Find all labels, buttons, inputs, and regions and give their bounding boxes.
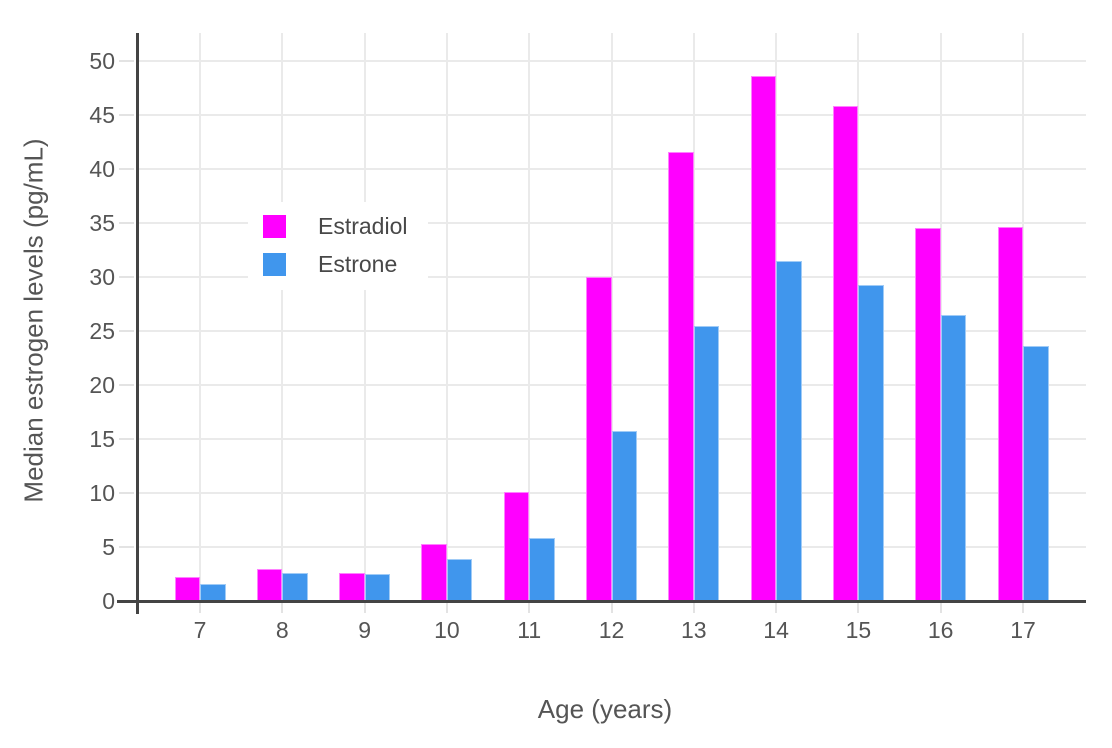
y-tick-label: 50 (89, 48, 115, 74)
x-tick-mark (199, 603, 201, 613)
y-tick-label: 25 (89, 318, 115, 344)
x-tick-mark (445, 603, 448, 613)
x-axis-title: Age (years) (537, 694, 673, 724)
y-tick-label: 5 (102, 534, 115, 560)
bar-estrone-age-11[interactable] (529, 538, 555, 601)
bar-estradiol-age-10[interactable] (421, 543, 447, 601)
bar-estrone-age-13[interactable] (693, 325, 720, 601)
x-tick-mark (363, 603, 366, 613)
estrone-swatch-icon (263, 252, 286, 276)
x-gridline (199, 33, 201, 602)
y-tick-label: 0 (102, 588, 115, 614)
legend: Estradiol Estrone (248, 202, 428, 290)
x-tick-label: 11 (517, 617, 542, 643)
x-tick-mark (281, 603, 284, 613)
bar-estrone-age-10[interactable] (446, 558, 473, 601)
x-tick-mark (775, 603, 778, 613)
x-gridline (445, 33, 448, 602)
x-tick-label: 8 (275, 617, 289, 643)
y-tick-label: 10 (89, 480, 115, 506)
bar-estrone-age-15[interactable] (858, 284, 884, 601)
x-tick-label: 17 (1010, 617, 1036, 643)
y-tick-mark (119, 330, 134, 332)
bar-estradiol-age-7[interactable] (174, 577, 200, 601)
y-tick-label: 45 (89, 102, 115, 128)
y-tick-label: 20 (89, 372, 115, 398)
legend-item-estradiol[interactable]: Estradiol (263, 212, 408, 239)
x-tick-label: 16 (927, 617, 954, 643)
y-tick-mark (119, 438, 134, 440)
estradiol-swatch-icon (263, 214, 286, 238)
bar-estradiol-age-16[interactable] (915, 228, 941, 601)
bar-estradiol-age-15[interactable] (832, 106, 859, 601)
bar-estrone-age-14[interactable] (776, 260, 802, 601)
y-tick-label: 40 (89, 156, 115, 182)
y-tick-mark (119, 114, 134, 116)
x-tick-mark (857, 603, 860, 613)
bar-estradiol-age-14[interactable] (750, 76, 777, 601)
x-tick-mark (939, 603, 942, 613)
bar-estradiol-age-17[interactable] (997, 227, 1023, 601)
x-tick-mark (692, 603, 695, 613)
x-tick-label: 7 (193, 617, 207, 643)
bar-estrone-age-12[interactable] (611, 431, 637, 601)
x-tick-label: 14 (763, 617, 789, 643)
y-tick-mark (119, 168, 134, 170)
x-axis-line (117, 600, 1086, 603)
y-tick-label: 15 (89, 426, 115, 452)
x-gridline (1022, 33, 1024, 602)
bar-estrone-age-17[interactable] (1023, 346, 1049, 601)
x-gridline (692, 33, 695, 602)
legend-item-estrone[interactable]: Estrone (263, 250, 398, 277)
y-tick-mark (119, 276, 134, 278)
x-gridline (281, 33, 284, 602)
bar-estrone-age-16[interactable] (940, 314, 967, 601)
x-gridline (528, 33, 531, 602)
y-tick-mark (119, 60, 134, 62)
bar-estradiol-age-8[interactable] (256, 568, 283, 601)
x-tick-label: 9 (358, 617, 371, 643)
x-gridline (610, 33, 613, 602)
x-tick-label: 13 (681, 617, 707, 643)
bar-estrone-age-9[interactable] (364, 574, 391, 601)
y-tick-mark (119, 222, 134, 224)
x-gridline (363, 33, 366, 602)
y-tick-mark (119, 384, 134, 386)
x-tick-label: 15 (845, 617, 872, 643)
legend-label-estradiol: Estradiol (318, 212, 408, 239)
x-tick-mark (610, 603, 613, 613)
y-axis-line (136, 33, 139, 614)
y-tick-mark (119, 492, 134, 494)
y-tick-label: 30 (89, 264, 115, 290)
x-tick-mark (1022, 603, 1024, 613)
legend-label-estrone: Estrone (318, 250, 398, 277)
bar-estradiol-age-11[interactable] (503, 491, 530, 601)
y-tick-mark (119, 546, 134, 548)
x-tick-label: 12 (598, 617, 625, 643)
y-axis-title: Median estrogen levels (pg/mL) (18, 138, 49, 503)
x-tick-label: 10 (434, 617, 460, 643)
bar-estrone-age-8[interactable] (282, 572, 308, 601)
x-tick-mark (528, 603, 531, 613)
y-tick-label: 35 (89, 210, 115, 236)
bar-estradiol-age-9[interactable] (339, 572, 365, 601)
bar-estradiol-age-12[interactable] (586, 277, 612, 601)
bar-estrone-age-7[interactable] (200, 583, 226, 601)
bar-estradiol-age-13[interactable] (668, 151, 694, 601)
